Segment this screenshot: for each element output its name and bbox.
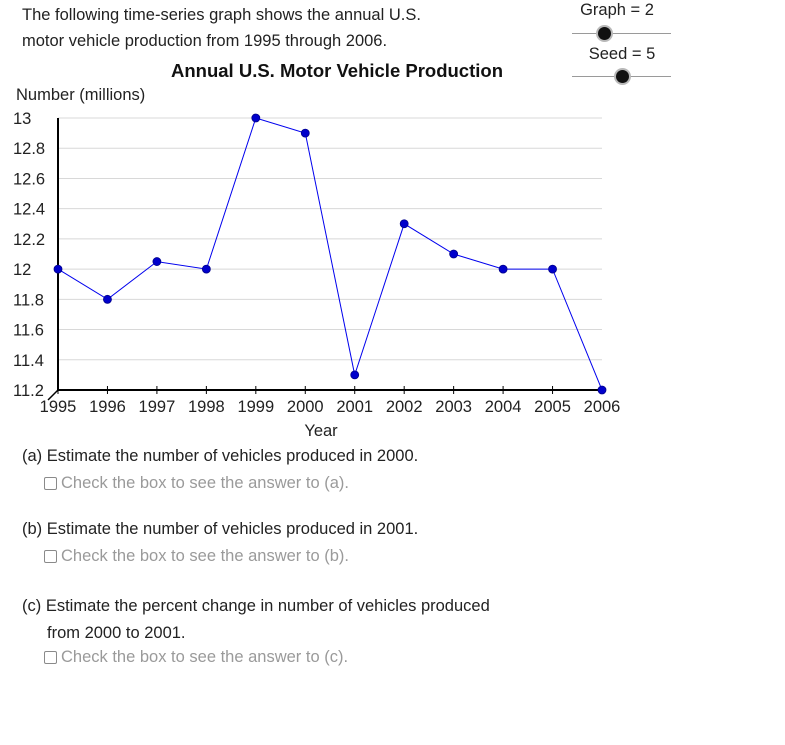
series-line — [57, 117, 603, 391]
y-tick-label: 12.8 — [13, 140, 45, 158]
intro-line-2: motor vehicle production from 1995 throu… — [22, 32, 388, 50]
y-tick-label: 13 — [13, 110, 31, 128]
checkbox-a-label[interactable]: Check the box to see the answer to (a). — [61, 474, 349, 492]
graph-slider-track[interactable] — [572, 33, 671, 34]
checkbox-b[interactable] — [44, 550, 57, 563]
axis-corner-mark — [47, 389, 59, 401]
checkbox-a[interactable] — [44, 477, 57, 490]
y-tick-label: 11.6 — [13, 322, 44, 340]
y-tick-label: 11.2 — [13, 382, 44, 400]
data-point — [548, 264, 557, 274]
data-point — [597, 385, 607, 395]
seed-slider-label: Seed = 5 — [588, 45, 656, 63]
data-point — [103, 294, 112, 304]
seed-slider-knob[interactable] — [616, 70, 629, 83]
y-tick-label: 12 — [13, 261, 31, 279]
data-point — [498, 264, 508, 274]
checkbox-c-label[interactable]: Check the box to see the answer to (c). — [61, 648, 349, 666]
x-tick-label: 2002 — [386, 398, 423, 416]
graph-slider-knob[interactable] — [598, 27, 611, 40]
x-tick-label: 1995 — [40, 398, 77, 416]
data-point — [152, 257, 162, 266]
x-tick-label: 1998 — [188, 398, 225, 416]
grid-lines — [58, 117, 602, 361]
checkbox-row-c[interactable]: Check the box to see the answer to (c). — [44, 648, 348, 667]
y-tick-label: 12.6 — [13, 170, 45, 188]
data-point — [53, 264, 63, 274]
x-tick-label: 2000 — [287, 398, 324, 416]
x-tick-labels: 1995 1996 1997 1998 1999 2000 2001 2002 2003 2004… — [40, 398, 621, 416]
data-point — [201, 264, 211, 274]
x-tick-label: 1996 — [89, 398, 126, 416]
question-c-continued: from 2000 to 2001. — [47, 624, 186, 642]
chart-title: Annual U.S. Motor Vehicle Production — [171, 60, 503, 81]
series-points — [53, 113, 607, 395]
checkbox-row-b[interactable]: Check the box to see the answer to (b). — [44, 547, 349, 566]
x-tick-label: 2001 — [336, 398, 373, 416]
x-tick-label: 2005 — [534, 398, 571, 416]
graph-slider-label: Graph = 2 — [580, 1, 654, 19]
x-tick-label: 2003 — [435, 398, 472, 416]
x-axis-label: Year — [304, 422, 338, 440]
checkbox-b-label[interactable]: Check the box to see the answer to (b). — [61, 547, 349, 565]
question-c: (c) Estimate the percent change in numbe… — [22, 597, 490, 615]
y-tick-label: 12.2 — [13, 231, 45, 249]
data-point — [300, 128, 310, 138]
x-tick-label: 1999 — [237, 398, 274, 416]
question-b: (b) Estimate the number of vehicles prod… — [22, 520, 419, 538]
data-point — [350, 370, 360, 380]
intro-text: The following time-series graph shows th… — [22, 2, 492, 54]
production-line-chart: Annual U.S. Motor Vehicle Production Num… — [13, 60, 621, 440]
checkbox-c[interactable] — [44, 651, 57, 664]
y-tick-label: 11.8 — [13, 291, 44, 309]
y-tick-label: 12.4 — [13, 201, 45, 219]
data-point — [449, 249, 459, 259]
x-tick-label: 2004 — [485, 398, 522, 416]
y-tick-label: 11.4 — [13, 352, 44, 370]
x-tick-label: 1997 — [139, 398, 176, 416]
checkbox-row-a[interactable]: Check the box to see the answer to (a). — [44, 474, 349, 493]
x-tick-label: 2006 — [584, 398, 621, 416]
axes — [47, 118, 603, 401]
y-tick-labels: 11.2 11.4 11.6 11.8 12 12.2 12.4 12.6 12.8 13 — [13, 110, 45, 400]
y-axis-label: Number (millions) — [16, 86, 145, 104]
data-point — [251, 113, 261, 123]
production-line — [57, 117, 603, 391]
intro-line-1: The following time-series graph shows th… — [22, 6, 421, 24]
question-a: (a) Estimate the number of vehicles prod… — [22, 447, 419, 465]
data-point — [399, 219, 409, 229]
